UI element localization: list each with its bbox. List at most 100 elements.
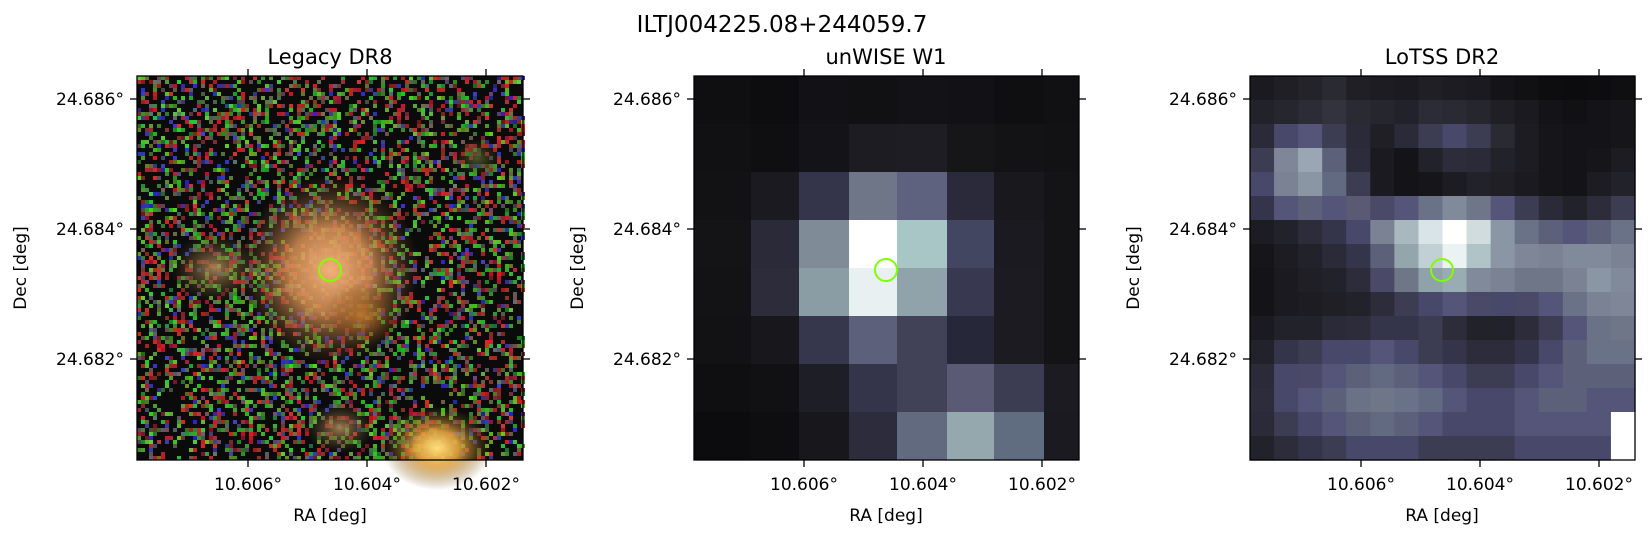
image-pixel (201, 224, 205, 228)
image-pixel (333, 456, 337, 460)
image-pixel (233, 324, 237, 328)
image-pixel (365, 80, 369, 84)
image-pixel (157, 440, 161, 444)
image-pixel (421, 364, 425, 368)
image-pixel (221, 180, 225, 184)
image-pixel (149, 136, 153, 140)
image-pixel (389, 408, 393, 412)
image-pixel (265, 192, 269, 196)
image-pixel (285, 388, 289, 392)
image-pixel (185, 404, 189, 408)
image-pixel (429, 108, 433, 112)
image-pixel (469, 124, 473, 128)
image-pixel (849, 220, 897, 268)
image-pixel (465, 124, 469, 128)
image-pixel (165, 336, 169, 340)
image-pixel (357, 148, 361, 152)
image-pixel (799, 220, 849, 268)
image-pixel (217, 420, 221, 424)
image-pixel (225, 324, 229, 328)
image-pixel (501, 196, 505, 200)
image-pixel (449, 320, 453, 324)
image-pixel (473, 312, 477, 316)
image-pixel (313, 104, 317, 108)
image-pixel (453, 280, 457, 284)
image-pixel (189, 228, 193, 232)
image-pixel (209, 456, 213, 460)
image-pixel (1442, 244, 1468, 269)
image-pixel (449, 216, 453, 220)
image-pixel (517, 200, 521, 204)
image-pixel (397, 172, 401, 176)
image-pixel (141, 228, 145, 232)
image-pixel (441, 228, 445, 232)
image-pixel (229, 304, 233, 308)
image-pixel (421, 84, 425, 88)
image-pixel (493, 284, 497, 288)
image-pixel (1514, 124, 1540, 149)
image-pixel (429, 368, 433, 372)
image-pixel (281, 368, 285, 372)
image-pixel (217, 392, 221, 396)
image-pixel (489, 132, 493, 136)
image-pixel (173, 208, 177, 212)
image-pixel (433, 352, 437, 356)
image-pixel (257, 372, 261, 376)
image-pixel (947, 124, 994, 172)
image-pixel (417, 132, 421, 136)
image-pixel (449, 328, 453, 332)
image-pixel (145, 140, 149, 144)
image-pixel (237, 360, 241, 364)
image-pixel (173, 328, 177, 332)
image-pixel (265, 108, 269, 112)
image-pixel (353, 156, 357, 160)
image-pixel (229, 96, 233, 100)
image-pixel (469, 232, 473, 236)
image-pixel (257, 188, 261, 192)
image-pixel (149, 440, 153, 444)
image-pixel (201, 452, 205, 456)
image-pixel (197, 432, 201, 436)
image-pixel (233, 320, 237, 324)
image-pixel (145, 252, 149, 256)
image-pixel (185, 384, 189, 388)
image-pixel (333, 100, 337, 104)
image-pixel (221, 212, 225, 216)
image-pixel (381, 84, 385, 88)
image-pixel (947, 268, 994, 316)
image-pixel (1418, 100, 1444, 125)
image-pixel (317, 376, 321, 380)
image-pixel (297, 424, 301, 428)
image-pixel (305, 84, 309, 88)
image-pixel (465, 236, 469, 240)
image-pixel (201, 352, 205, 356)
image-pixel (273, 124, 277, 128)
image-pixel (497, 368, 501, 372)
image-pixel (221, 152, 225, 156)
image-pixel (381, 124, 385, 128)
image-pixel (161, 284, 165, 288)
image-pixel (265, 428, 269, 432)
image-pixel (241, 92, 245, 96)
image-pixel (189, 404, 193, 408)
image-pixel (285, 124, 289, 128)
image-pixel (489, 356, 493, 360)
image-pixel (193, 120, 197, 124)
image-pixel (173, 312, 177, 316)
image-pixel (1514, 292, 1540, 317)
image-pixel (217, 216, 221, 220)
image-pixel (297, 108, 301, 112)
image-pixel (141, 392, 145, 396)
image-pixel (157, 268, 161, 272)
image-pixel (449, 376, 453, 380)
image-pixel (377, 412, 381, 416)
image-pixel (285, 368, 289, 372)
image-pixel (369, 116, 373, 120)
image-pixel (253, 164, 257, 168)
image-pixel (349, 388, 353, 392)
image-pixel (157, 244, 161, 248)
image-pixel (489, 336, 493, 340)
image-pixel (193, 148, 197, 152)
image-pixel (165, 104, 169, 108)
image-pixel (241, 76, 245, 80)
